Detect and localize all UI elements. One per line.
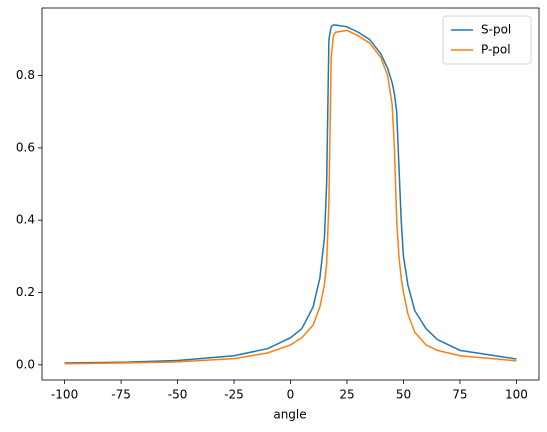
legend: S-pol P-pol [442, 15, 532, 65]
y-tick-label: 0.4 [16, 213, 35, 227]
x-tick-label: -100 [51, 388, 78, 402]
y-tick-label: 0.0 [16, 357, 35, 371]
x-tick-label: 0 [287, 388, 295, 402]
x-tick-label: -25 [224, 388, 244, 402]
legend-label: S-pol [481, 23, 511, 37]
x-tick-label: 75 [452, 388, 467, 402]
x-tick-label: -75 [111, 388, 131, 402]
y-tick-label: 0.8 [16, 68, 35, 82]
line-series [64, 29, 517, 365]
x-tick-label: 25 [339, 388, 354, 402]
legend-label: P-pol [481, 43, 511, 57]
x-tick-label: 50 [396, 388, 411, 402]
line-series [64, 24, 517, 364]
x-tick-label: -50 [168, 388, 188, 402]
y-tick-label: 0.2 [16, 285, 35, 299]
legend-box [442, 15, 532, 65]
y-tick-label: 0.6 [16, 140, 35, 154]
x-axis-label: angle [273, 408, 306, 422]
x-tick-label: 100 [505, 388, 528, 402]
plot-frame [41, 7, 540, 381]
